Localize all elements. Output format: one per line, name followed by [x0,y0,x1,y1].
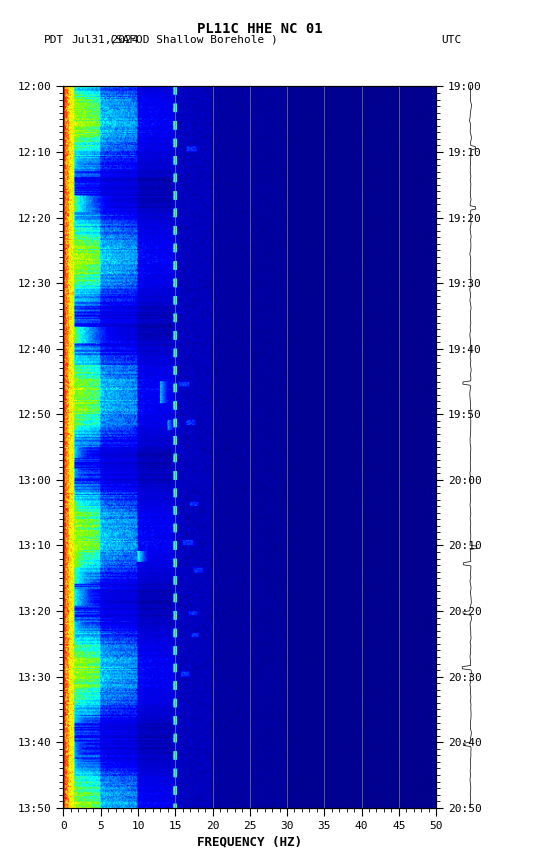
Text: (SAFOD Shallow Borehole ): (SAFOD Shallow Borehole ) [109,35,278,45]
Text: PL11C HHE NC 01: PL11C HHE NC 01 [197,22,322,35]
Text: Jul31,2024: Jul31,2024 [72,35,139,45]
Text: UTC: UTC [442,35,462,45]
Text: PDT: PDT [44,35,65,45]
X-axis label: FREQUENCY (HZ): FREQUENCY (HZ) [197,835,302,848]
